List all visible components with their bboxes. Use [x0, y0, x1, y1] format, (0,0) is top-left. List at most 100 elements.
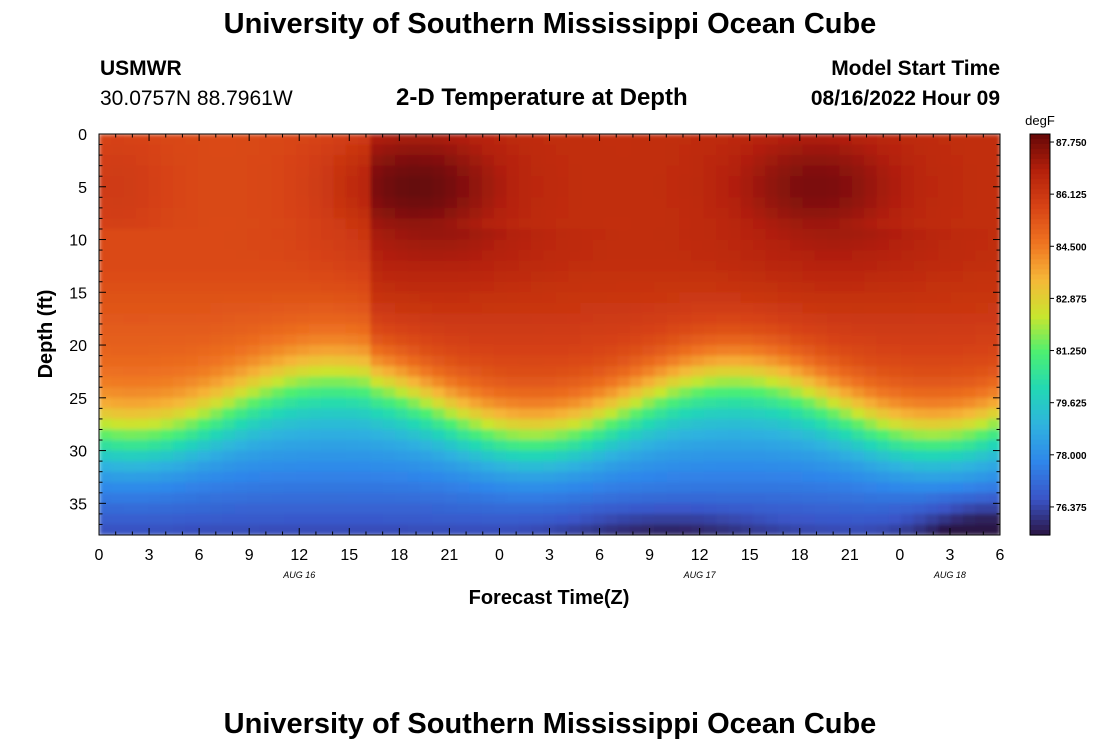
- heatmap-cell: [851, 239, 865, 251]
- heatmap-cell: [987, 260, 1000, 272]
- heatmap-cell: [654, 471, 668, 483]
- heatmap-cell: [173, 228, 186, 241]
- heatmap-cell: [308, 345, 322, 357]
- heatmap-cell: [382, 218, 396, 230]
- heatmap-cell: [247, 450, 261, 462]
- heatmap-cell: [506, 271, 520, 283]
- heatmap-cell: [765, 260, 779, 272]
- heatmap-cell: [321, 387, 335, 399]
- heatmap-cell: [938, 218, 952, 230]
- heatmap-cell: [814, 313, 828, 325]
- heatmap-cell: [123, 408, 137, 420]
- heatmap-cell: [901, 302, 915, 314]
- heatmap-cell: [185, 271, 199, 283]
- heatmap-cell: [950, 471, 964, 483]
- heatmap-cell: [444, 281, 458, 293]
- heatmap-cell: [123, 345, 137, 357]
- heatmap-cell: [975, 165, 989, 177]
- heatmap-cell: [765, 165, 779, 177]
- heatmap-cell: [703, 292, 717, 304]
- heatmap-cell: [259, 134, 273, 146]
- heatmap-cell: [654, 271, 668, 283]
- heatmap-cell: [987, 250, 1000, 262]
- heatmap-cell: [530, 228, 544, 241]
- heatmap-cell: [938, 239, 952, 251]
- heatmap-cell: [432, 440, 446, 452]
- heatmap-cell: [222, 197, 236, 209]
- heatmap-cell: [506, 408, 520, 420]
- heatmap-cell: [901, 134, 915, 146]
- heatmap-cell: [740, 345, 754, 357]
- heatmap-cell: [888, 492, 902, 504]
- heatmap-cell: [555, 134, 569, 146]
- heatmap-cell: [530, 313, 544, 325]
- heatmap-cell: [123, 302, 137, 314]
- heatmap-cell: [308, 355, 322, 367]
- heatmap-cell: [259, 165, 273, 177]
- heatmap-cell: [432, 260, 446, 272]
- heatmap-cell: [234, 492, 248, 504]
- heatmap-cell: [642, 165, 656, 177]
- heatmap-cell: [876, 218, 890, 230]
- heatmap-cell: [617, 334, 631, 346]
- heatmap-cell: [259, 228, 273, 241]
- heatmap-cell: [111, 313, 125, 325]
- heatmap-cell: [444, 482, 458, 494]
- heatmap-cell: [888, 376, 902, 388]
- heatmap-cell: [802, 471, 816, 483]
- heatmap-cell: [296, 429, 310, 441]
- heatmap-cell: [469, 176, 483, 188]
- heatmap-cell: [703, 313, 717, 325]
- heatmap-cell: [123, 513, 137, 526]
- heatmap-cell: [382, 513, 396, 526]
- heatmap-cell: [728, 207, 742, 220]
- heatmap-cell: [827, 281, 841, 293]
- heatmap-cell: [123, 186, 137, 198]
- x-tick-label: 21: [841, 547, 859, 564]
- heatmap-cell: [308, 228, 322, 241]
- heatmap-cell: [370, 271, 384, 283]
- heatmap-cell: [765, 302, 779, 314]
- heatmap-cell: [284, 313, 298, 325]
- heatmap-cell: [629, 302, 643, 314]
- heatmap-cell: [185, 197, 199, 209]
- heatmap-cell: [382, 176, 396, 188]
- heatmap-cell: [432, 387, 446, 399]
- heatmap-cell: [456, 260, 470, 272]
- heatmap-cell: [493, 228, 507, 241]
- heatmap-cell: [666, 239, 680, 251]
- heatmap-cell: [888, 461, 902, 473]
- heatmap-cell: [148, 355, 162, 367]
- heatmap-cell: [580, 397, 594, 409]
- heatmap-cell: [358, 503, 372, 515]
- heatmap-cell: [284, 218, 298, 230]
- heatmap-cell: [395, 429, 409, 441]
- heatmap-cell: [432, 366, 446, 378]
- heatmap-cell: [605, 355, 618, 367]
- heatmap-cell: [728, 492, 742, 504]
- heatmap-cell: [802, 524, 816, 535]
- heatmap-cell: [864, 186, 878, 198]
- heatmap-cell: [814, 260, 828, 272]
- heatmap-cell: [382, 313, 396, 325]
- heatmap-cell: [728, 292, 742, 304]
- heatmap-cell: [321, 313, 335, 325]
- heatmap-cell: [99, 250, 112, 262]
- heatmap-cell: [321, 176, 335, 188]
- heatmap-cell: [568, 492, 581, 504]
- heatmap-cell: [555, 387, 569, 399]
- heatmap-cell: [790, 524, 804, 535]
- heatmap-cell: [839, 302, 853, 314]
- heatmap-cell: [790, 239, 804, 251]
- heatmap-cell: [419, 450, 433, 462]
- heatmap-cell: [99, 345, 112, 357]
- heatmap-cell: [555, 376, 569, 388]
- heatmap-cell: [716, 376, 730, 388]
- heatmap-cell: [864, 323, 878, 336]
- heatmap-cell: [962, 292, 976, 304]
- heatmap-cell: [432, 397, 446, 409]
- colorbar-segment: [1030, 299, 1050, 306]
- heatmap-cell: [740, 186, 754, 198]
- heatmap-cell: [827, 302, 841, 314]
- heatmap-cell: [950, 292, 964, 304]
